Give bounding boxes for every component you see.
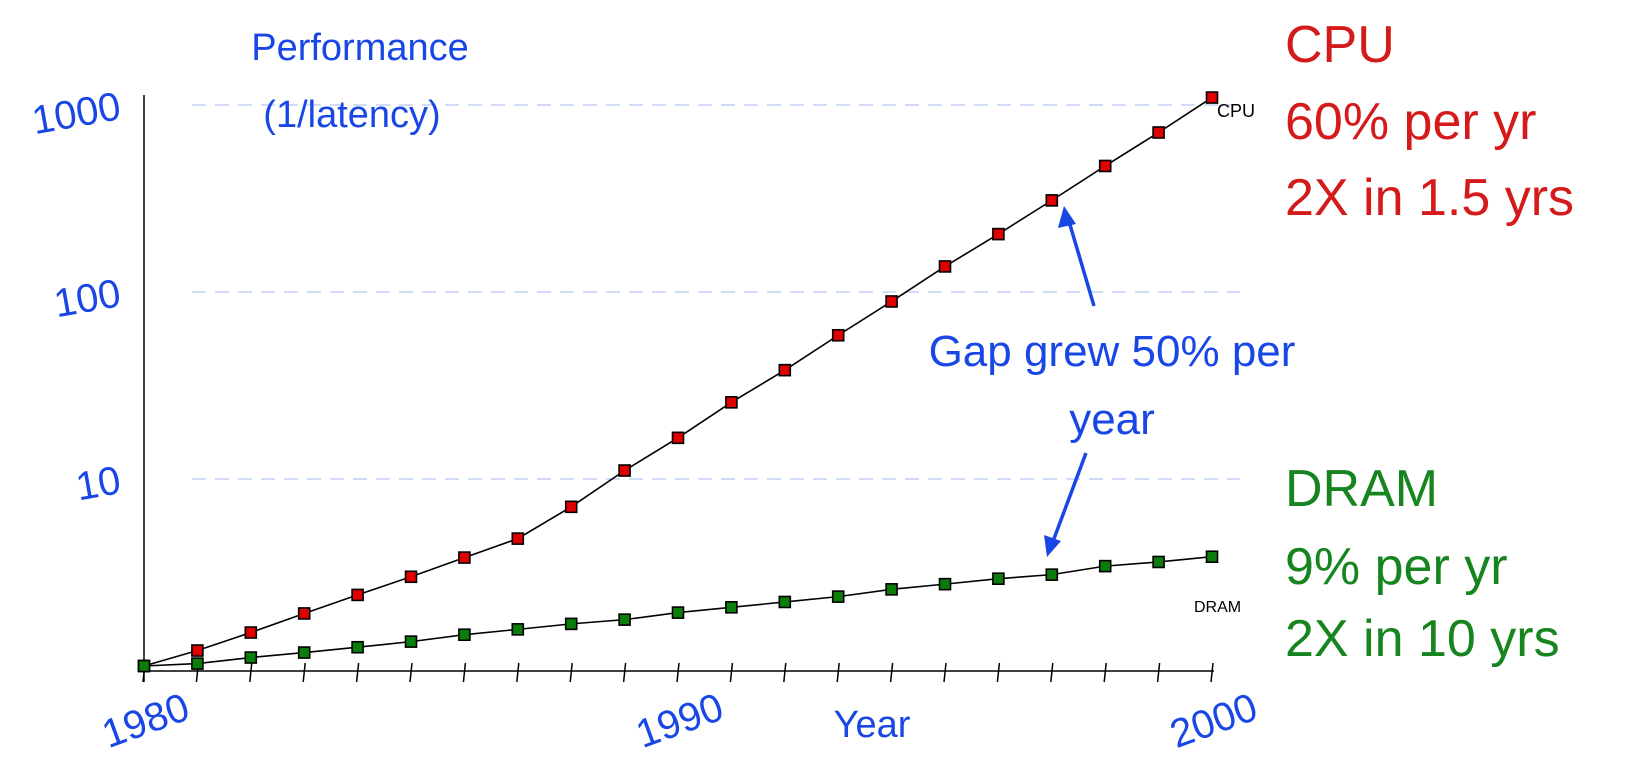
series-label-dram: DRAM (1194, 599, 1241, 616)
dram-annotation-doubling: 2X in 10 yrs (1285, 610, 1560, 668)
data-point (191, 644, 204, 657)
dram-annotation-title: DRAM (1285, 460, 1438, 518)
data-point (191, 657, 204, 670)
x-tick (996, 662, 1001, 683)
data-point (938, 260, 952, 273)
data-point (992, 227, 1005, 241)
data-point (244, 651, 258, 664)
x-tick-label: 2000 (1164, 685, 1263, 757)
y-tick-labels: 10 100 1000 (29, 84, 124, 509)
data-point (404, 635, 418, 648)
arrowhead-icon (1058, 206, 1076, 228)
x-tick (516, 662, 520, 683)
x-tick (1156, 662, 1161, 683)
x-tick (1103, 662, 1107, 683)
data-point (831, 328, 845, 342)
data-point (297, 607, 311, 620)
y-tick-label: 100 (51, 271, 124, 326)
data-point (1045, 568, 1059, 581)
data-point (671, 431, 685, 445)
dram-annotation-rate: 9% per yr (1285, 538, 1508, 596)
gridlines (192, 104, 1240, 480)
x-tick (836, 662, 840, 683)
data-point (351, 588, 364, 602)
data-point (1205, 91, 1219, 104)
x-tick (783, 662, 787, 683)
x-tick (462, 662, 467, 683)
gap-annotation-line-2: year (1069, 395, 1155, 444)
series-label-cpu: CPU (1217, 101, 1255, 121)
data-point (564, 500, 578, 514)
data-point (458, 551, 471, 564)
x-tick (676, 662, 680, 683)
x-tick (1210, 662, 1214, 683)
data-point (671, 606, 685, 619)
data-point (885, 583, 898, 596)
series-dram (137, 550, 1219, 673)
data-point (1152, 126, 1165, 139)
data-point (458, 628, 471, 642)
chart-title-line-1: Performance (251, 27, 469, 69)
data-point (137, 659, 151, 673)
x-tick (1050, 662, 1054, 683)
x-axis-label: Year (834, 704, 911, 746)
x-tick (622, 662, 627, 683)
gap-annotation-line-1: Gap grew 50% per (929, 327, 1296, 376)
x-tick (249, 662, 253, 683)
x-tick-label: 1980 (96, 685, 195, 757)
data-point (1045, 194, 1059, 207)
x-tick (943, 662, 947, 683)
chart-title-line-2: (1/latency) (263, 94, 440, 136)
data-point (351, 640, 364, 654)
arrowhead-icon (1044, 535, 1061, 557)
x-tick (355, 662, 360, 683)
data-point (618, 464, 631, 477)
data-point (1152, 555, 1165, 569)
data-point (778, 595, 792, 609)
data-point (511, 623, 525, 636)
y-tick-label: 1000 (29, 84, 124, 143)
data-point (511, 532, 525, 545)
gap-arrow-to-dram (1044, 452, 1088, 557)
data-point (725, 396, 738, 409)
data-point (885, 295, 898, 308)
data-point (1205, 550, 1219, 564)
x-tick-label: 1990 (630, 685, 729, 757)
x-ticks (142, 662, 1214, 683)
x-tick (889, 662, 894, 683)
data-point (831, 590, 845, 603)
x-tick-labels: 1980 1990 2000 (96, 685, 1263, 757)
x-tick (729, 662, 734, 683)
data-point (725, 601, 738, 614)
cpu-annotation-rate: 60% per yr (1285, 93, 1536, 151)
gap-arrow-to-cpu (1058, 206, 1096, 307)
data-point (938, 577, 952, 591)
data-point (618, 613, 631, 626)
cpu-annotation-title: CPU (1285, 16, 1395, 74)
data-point (297, 646, 311, 659)
data-point (404, 570, 418, 584)
x-tick (409, 662, 413, 683)
data-point (1098, 159, 1112, 173)
x-tick (569, 662, 573, 683)
data-point (1098, 559, 1112, 573)
series-group (137, 91, 1219, 673)
y-tick-label: 10 (73, 458, 124, 509)
cpu-annotation-doubling: 2X in 1.5 yrs (1285, 169, 1574, 227)
data-point (778, 363, 792, 377)
x-tick (302, 662, 306, 683)
data-point (564, 617, 578, 631)
series-cpu (137, 91, 1219, 673)
data-point (992, 572, 1005, 585)
data-point (244, 626, 258, 639)
